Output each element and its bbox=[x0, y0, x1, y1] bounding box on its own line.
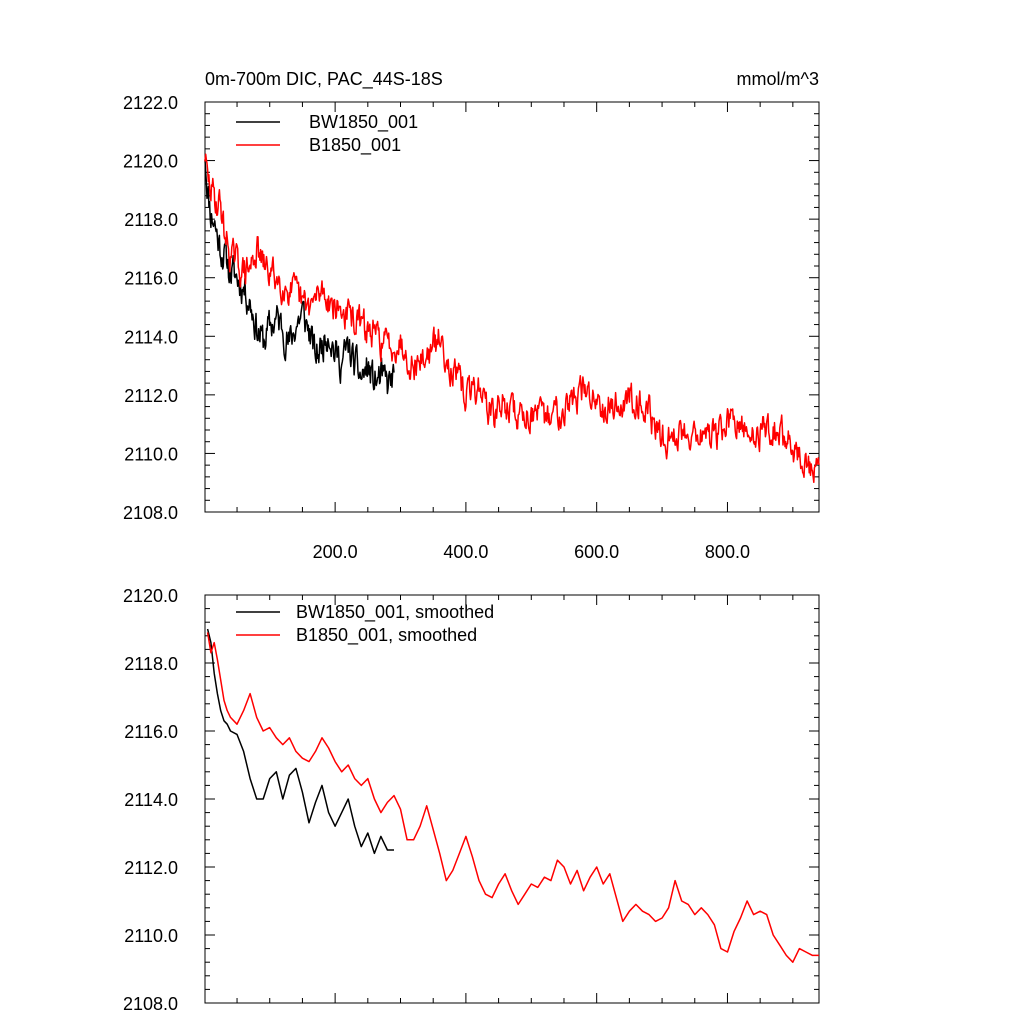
x-tick-label: 200.0 bbox=[313, 542, 358, 562]
y-tick-label: 2122.0 bbox=[123, 93, 178, 113]
bottom-legend-label-bw1850: BW1850_001, smoothed bbox=[296, 602, 494, 623]
y-tick-label: 2120.0 bbox=[123, 152, 178, 172]
top-legend: BW1850_001 B1850_001 bbox=[236, 112, 418, 156]
y-tick-label: 2114.0 bbox=[124, 327, 178, 347]
top-legend-label-b1850: B1850_001 bbox=[309, 135, 401, 156]
bottom-legend: BW1850_001, smoothed B1850_001, smoothed bbox=[236, 602, 494, 646]
x-tick-label: 400.0 bbox=[443, 542, 488, 562]
top-chart-units: mmol/m^3 bbox=[737, 69, 819, 89]
y-tick-label: 2108.0 bbox=[123, 503, 178, 523]
y-tick-label: 2110.0 bbox=[124, 926, 178, 946]
y-tick-label: 2116.0 bbox=[124, 722, 178, 742]
y-tick-label: 2108.0 bbox=[123, 994, 178, 1014]
y-tick-label: 2110.0 bbox=[124, 444, 178, 464]
bottom-axis-ticks: 2108.0 2110.0 2112.0 2114.0 2116.0 2118.0 2120… bbox=[123, 586, 819, 1014]
y-tick-label: 2116.0 bbox=[124, 269, 178, 289]
y-tick-label: 2120.0 bbox=[123, 586, 178, 606]
y-tick-label: 2118.0 bbox=[124, 210, 178, 230]
y-tick-label: 2114.0 bbox=[124, 790, 178, 810]
x-tick-label: 800.0 bbox=[705, 542, 750, 562]
bottom-legend-label-b1850: B1850_001, smoothed bbox=[296, 625, 477, 646]
y-tick-label: 2112.0 bbox=[124, 858, 178, 878]
series-line-bw1850 bbox=[206, 628, 394, 855]
top-legend-label-bw1850: BW1850_001 bbox=[309, 112, 418, 133]
bottom-series-lines bbox=[206, 628, 819, 963]
bottom-panel-smoothed: 2108.0 2110.0 2112.0 2114.0 2116.0 2118.0 2120… bbox=[123, 586, 820, 1014]
series-line-bw1850 bbox=[204, 159, 395, 395]
top-plot-frame bbox=[204, 101, 820, 513]
top-panel-raw: 0m-700m DIC, PAC_44S-18S mmol/m^3 2108.0… bbox=[123, 69, 820, 562]
bottom-plot-frame bbox=[204, 594, 820, 1004]
series-line-b1850 bbox=[204, 153, 820, 484]
top-chart-title: 0m-700m DIC, PAC_44S-18S bbox=[205, 69, 443, 90]
top-axis-ticks: 2108.0 2110.0 2112.0 2114.0 2116.0 2118.0 2120… bbox=[123, 93, 819, 562]
x-tick-label: 600.0 bbox=[574, 542, 619, 562]
y-tick-label: 2112.0 bbox=[124, 386, 178, 406]
series-line-b1850 bbox=[206, 632, 819, 963]
y-tick-label: 2118.0 bbox=[124, 654, 178, 674]
top-series-lines bbox=[204, 153, 820, 484]
